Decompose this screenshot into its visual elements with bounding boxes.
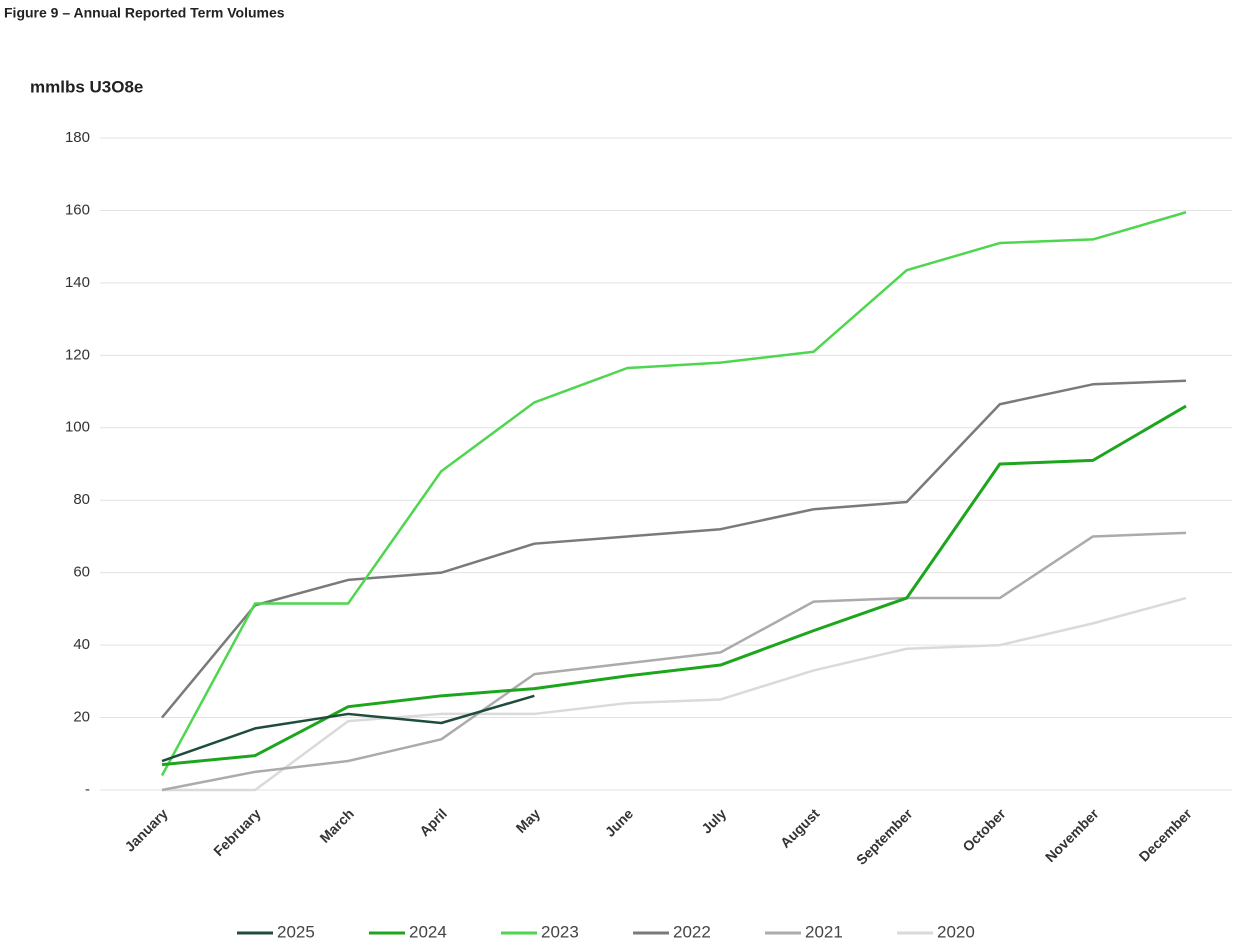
legend-label: 2023 xyxy=(541,922,579,941)
series-line xyxy=(161,404,1187,767)
x-tick-label: January xyxy=(121,805,170,854)
x-tick-label: February xyxy=(210,805,264,859)
series-line xyxy=(161,694,535,763)
y-tick-label: 40 xyxy=(73,636,90,653)
x-tick-label: May xyxy=(513,805,544,836)
series-line xyxy=(162,596,1187,792)
y-tick-label: 120 xyxy=(65,346,90,363)
x-tick-label: March xyxy=(316,805,356,845)
x-tick-label: July xyxy=(698,805,729,836)
y-tick-label: 20 xyxy=(73,709,90,726)
x-tick-label: August xyxy=(777,805,823,851)
y-tick-label: 60 xyxy=(73,564,90,581)
x-tick-label: October xyxy=(959,805,1009,855)
y-tick-label: 80 xyxy=(73,491,90,508)
x-tick-label: June xyxy=(602,805,637,840)
legend-label: 2024 xyxy=(409,922,447,941)
series-line xyxy=(160,211,1187,777)
x-tick-label: December xyxy=(1136,805,1196,865)
y-tick-label: 180 xyxy=(65,129,90,146)
series-line xyxy=(161,379,1187,719)
chart-title: Figure 9 – Annual Reported Term Volumes xyxy=(4,5,285,21)
x-tick-label: April xyxy=(416,805,450,839)
legend-label: 2021 xyxy=(805,922,843,941)
series-line xyxy=(161,531,1187,792)
legend-label: 2025 xyxy=(277,922,315,941)
legend-label: 2020 xyxy=(937,922,975,941)
y-axis-label: mmlbs U3O8e xyxy=(30,77,143,96)
x-tick-label: September xyxy=(853,805,916,868)
x-tick-label: November xyxy=(1042,805,1102,865)
legend-label: 2022 xyxy=(673,922,711,941)
y-tick-label: 140 xyxy=(65,274,90,291)
y-tick-label: - xyxy=(85,781,90,798)
y-tick-label: 160 xyxy=(65,201,90,218)
y-tick-label: 100 xyxy=(65,419,90,436)
